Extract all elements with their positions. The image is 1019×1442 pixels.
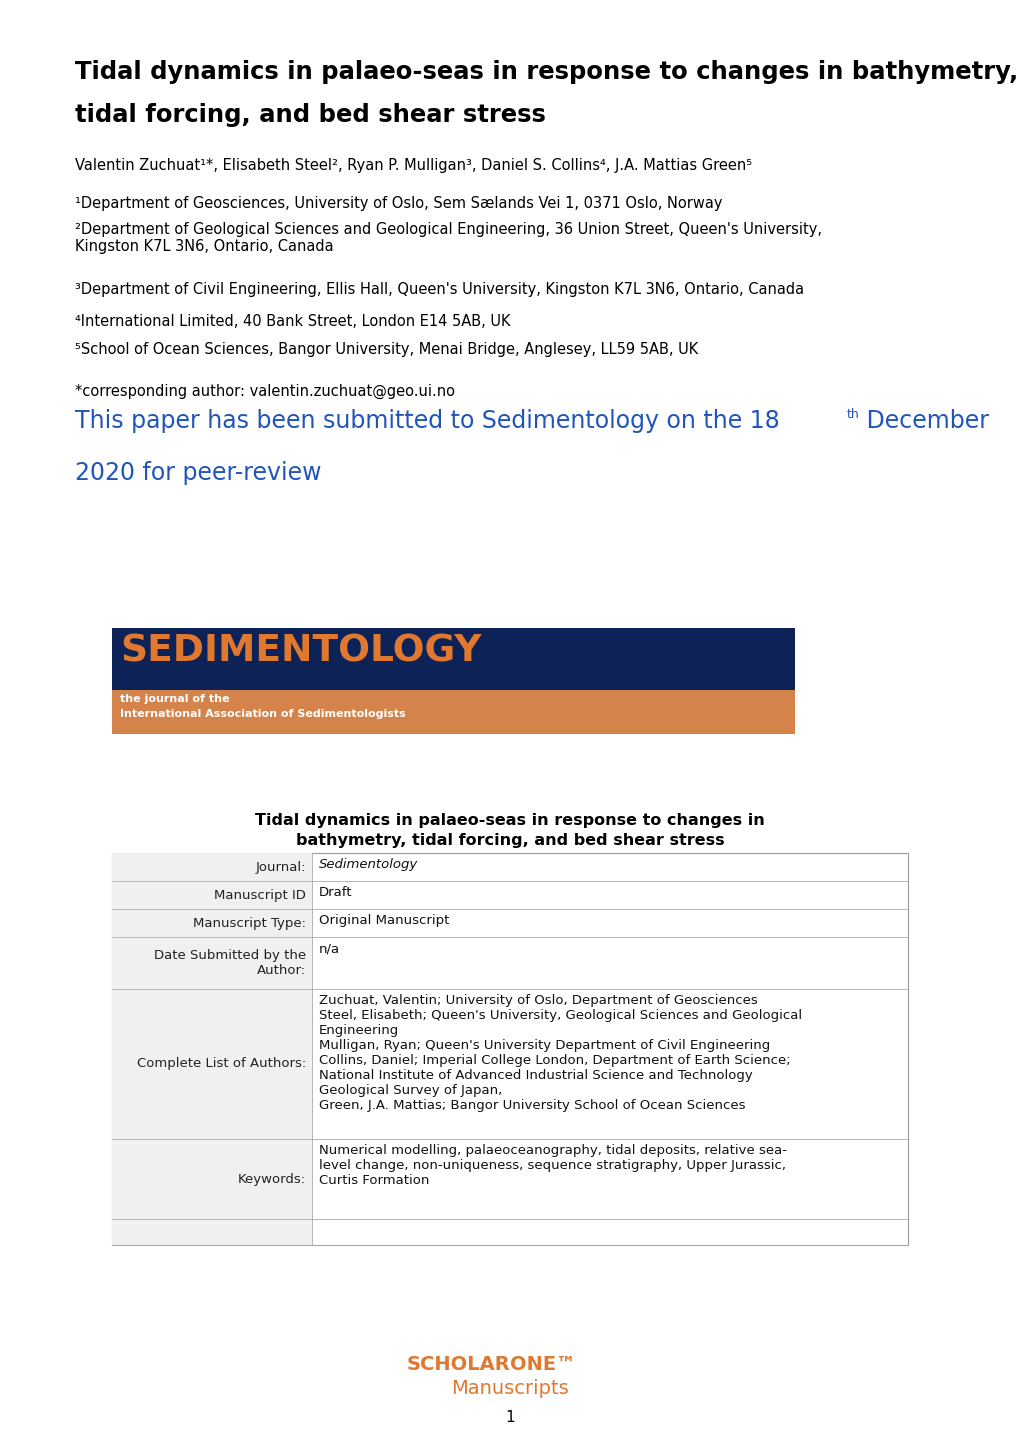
Text: 1: 1 [504,1410,515,1425]
Text: Date Submitted by the
Author:: Date Submitted by the Author: [154,949,306,978]
Text: Manuscript ID: Manuscript ID [214,888,306,901]
Bar [112,881,312,908]
Text: n/a: n/a [319,942,339,955]
Text: This paper has been submitted to Sedimentology on the 18: This paper has been submitted to Sedimen… [75,410,779,433]
Text: ⁴International Limited, 40 Bank Street, London E14 5AB, UK: ⁴International Limited, 40 Bank Street, … [75,314,510,329]
Bar [112,1218,312,1244]
Text: SEDIMENTOLOGY: SEDIMENTOLOGY [120,634,481,671]
Text: Journal:: Journal: [255,861,306,874]
Bar [112,691,794,734]
Text: the journal of the: the journal of the [120,694,229,704]
Bar [112,989,312,1139]
Text: th: th [846,408,859,421]
Text: Draft: Draft [319,885,353,898]
Text: December: December [858,410,988,433]
Text: *corresponding author: valentin.zuchuat@geo.ui.no: *corresponding author: valentin.zuchuat@… [75,384,454,399]
Text: Complete List of Authors:: Complete List of Authors: [137,1057,306,1070]
Text: SCHOLAR: SCHOLAR [406,1355,510,1374]
Text: Original Manuscript: Original Manuscript [319,914,449,927]
Text: ³Department of Civil Engineering, Ellis Hall, Queen's University, Kingston K7L 3: ³Department of Civil Engineering, Ellis … [75,283,803,297]
Text: International Association of Sedimentologists: International Association of Sedimentolo… [120,709,406,720]
Bar [112,1139,312,1218]
Text: ONE™: ONE™ [510,1355,575,1374]
Text: Sedimentology: Sedimentology [319,858,418,871]
Text: ⁵School of Ocean Sciences, Bangor University, Menai Bridge, Anglesey, LL59 5AB, : ⁵School of Ocean Sciences, Bangor Univer… [75,342,698,358]
Text: ²Department of Geological Sciences and Geological Engineering, 36 Union Street, : ²Department of Geological Sciences and G… [75,222,821,254]
Bar [112,854,312,881]
Text: tidal forcing, and bed shear stress: tidal forcing, and bed shear stress [75,102,545,127]
Text: Tidal dynamics in palaeo-seas in response to changes in: Tidal dynamics in palaeo-seas in respons… [255,813,764,828]
Bar [112,908,312,937]
Text: bathymetry, tidal forcing, and bed shear stress: bathymetry, tidal forcing, and bed shear… [296,833,723,848]
Text: Valentin Zuchuat¹*, Elisabeth Steel², Ryan P. Mulligan³, Daniel S. Collins⁴, J.A: Valentin Zuchuat¹*, Elisabeth Steel², Ry… [75,159,751,173]
Text: Tidal dynamics in palaeo-seas in response to changes in bathymetry,: Tidal dynamics in palaeo-seas in respons… [75,61,1017,84]
Text: Numerical modelling, palaeoceanography, tidal deposits, relative sea-
level chan: Numerical modelling, palaeoceanography, … [319,1144,787,1187]
Text: Manuscript Type:: Manuscript Type: [193,917,306,930]
Bar [112,937,312,989]
Bar [112,629,794,691]
Text: Zuchuat, Valentin; University of Oslo, Department of Geosciences
Steel, Elisabet: Zuchuat, Valentin; University of Oslo, D… [319,994,801,1112]
Text: Keywords:: Keywords: [237,1172,306,1185]
Text: Manuscripts: Manuscripts [450,1379,569,1397]
Text: ¹Department of Geosciences, University of Oslo, Sem Sælands Vei 1, 0371 Oslo, No: ¹Department of Geosciences, University o… [75,196,721,211]
Text: 2020 for peer-review: 2020 for peer-review [75,461,321,485]
Bar [112,854,907,1244]
